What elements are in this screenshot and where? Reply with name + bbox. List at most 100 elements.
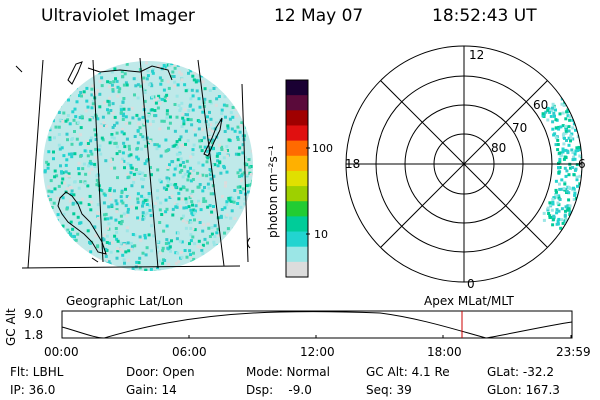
- speckle-pixel: [183, 108, 187, 112]
- speckle-pixel: [139, 238, 143, 242]
- speckle-pixel: [86, 143, 90, 147]
- mlt-label-12: 12: [469, 48, 484, 62]
- speckle-pixel: [196, 245, 200, 249]
- speckle-pixel: [235, 114, 239, 118]
- speckle-pixel: [156, 240, 160, 244]
- speckle-pixel: [113, 67, 117, 71]
- speckle-pixel: [202, 197, 206, 201]
- speckle-pixel: [226, 124, 230, 128]
- speckle-pixel: [176, 83, 180, 87]
- speckle-pixel: [211, 147, 215, 151]
- speckle-pixel: [186, 170, 190, 174]
- speckle-pixel: [143, 121, 147, 125]
- speckle-pixel: [135, 260, 139, 264]
- speckle-pixel: [84, 172, 88, 176]
- speckle-pixel: [200, 74, 204, 78]
- speckle-pixel: [141, 211, 145, 215]
- speckle-pixel: [106, 99, 110, 103]
- speckle-pixel: [240, 172, 244, 176]
- speckle-pixel: [113, 234, 117, 238]
- speckle-pixel: [142, 138, 146, 141]
- speckle-pixel: [181, 116, 185, 120]
- speckle-pixel: [548, 214, 552, 218]
- speckle-pixel: [126, 258, 130, 262]
- speckle-pixel: [108, 193, 112, 197]
- speckle-pixel: [48, 138, 52, 142]
- speckle-pixel: [73, 130, 76, 133]
- speckle-pixel: [573, 152, 577, 156]
- speckle-pixel: [207, 186, 211, 190]
- speckle-pixel: [188, 249, 192, 253]
- speckle-pixel: [121, 118, 125, 121]
- speckle-pixel: [162, 88, 166, 92]
- speckle-pixel: [158, 259, 162, 263]
- speckle-pixel: [112, 85, 116, 89]
- speckle-pixel: [239, 205, 243, 209]
- speckle-pixel: [550, 208, 554, 212]
- speckle-pixel: [124, 81, 128, 85]
- speckle-pixel: [552, 214, 556, 218]
- speckle-pixel: [174, 143, 178, 147]
- speckle-pixel: [101, 237, 105, 241]
- speckle-pixel: [238, 185, 242, 189]
- speckle-pixel: [120, 127, 124, 131]
- speckle-pixel: [64, 163, 68, 167]
- speckle-pixel: [193, 128, 197, 132]
- speckle-pixel: [560, 178, 564, 182]
- speckle-pixel: [143, 199, 147, 202]
- speckle-pixel: [73, 152, 77, 156]
- speckle-pixel: [131, 233, 135, 236]
- speckle-pixel: [201, 173, 205, 177]
- speckle-pixel: [225, 145, 229, 149]
- speckle-pixel: [120, 160, 124, 164]
- speckle-pixel: [144, 268, 148, 271]
- speckle-pixel: [120, 130, 124, 134]
- speckle-pixel: [173, 80, 177, 84]
- speckle-pixel: [226, 227, 230, 231]
- speckle-pixel: [556, 138, 560, 142]
- speckle-pixel: [162, 229, 166, 233]
- speckle-pixel: [238, 130, 242, 134]
- speckle-pixel: [160, 213, 164, 216]
- speckle-pixel: [542, 218, 546, 222]
- speckle-pixel: [240, 179, 244, 183]
- polar-grid: [345, 45, 583, 283]
- speckle-pixel: [558, 112, 562, 116]
- speckle-pixel: [119, 108, 123, 112]
- speckle-pixel: [556, 201, 560, 205]
- speckle-pixel: [66, 187, 69, 191]
- time-tick-2359: 23:59: [556, 345, 591, 359]
- speckle-pixel: [218, 152, 222, 155]
- speckle-pixel: [554, 108, 557, 112]
- speckle-pixel: [69, 186, 73, 190]
- speckle-pixel: [552, 196, 556, 200]
- speckle-pixel: [211, 138, 215, 142]
- speckle-pixel: [564, 209, 567, 213]
- speckle-pixel: [147, 192, 151, 195]
- speckle-pixel: [150, 108, 154, 112]
- speckle-pixel: [164, 138, 168, 142]
- speckle-pixel: [145, 211, 149, 215]
- speckle-pixel: [248, 165, 252, 169]
- speckle-pixel: [565, 189, 569, 193]
- speckle-pixel: [142, 76, 146, 80]
- speckle-pixel: [140, 177, 143, 181]
- speckle-pixel: [192, 208, 196, 212]
- speckle-pixel: [76, 232, 80, 236]
- speckle-pixel: [243, 197, 247, 201]
- speckle-pixel: [167, 86, 171, 90]
- speckle-pixel: [96, 203, 100, 207]
- speckle-pixel: [201, 243, 205, 247]
- speckle-pixel: [197, 97, 201, 101]
- speckle-pixel: [189, 179, 193, 183]
- speckle-pixel: [571, 126, 575, 130]
- speckle-pixel: [57, 111, 61, 114]
- speckle-pixel: [180, 251, 184, 254]
- speckle-pixel: [191, 213, 195, 217]
- speckle-pixel: [109, 160, 113, 163]
- speckle-pixel: [110, 133, 114, 136]
- mlt-label-0: 0: [467, 277, 475, 291]
- speckle-pixel: [103, 213, 106, 217]
- speckle-pixel: [156, 196, 159, 200]
- colorbar-cell: [286, 170, 308, 187]
